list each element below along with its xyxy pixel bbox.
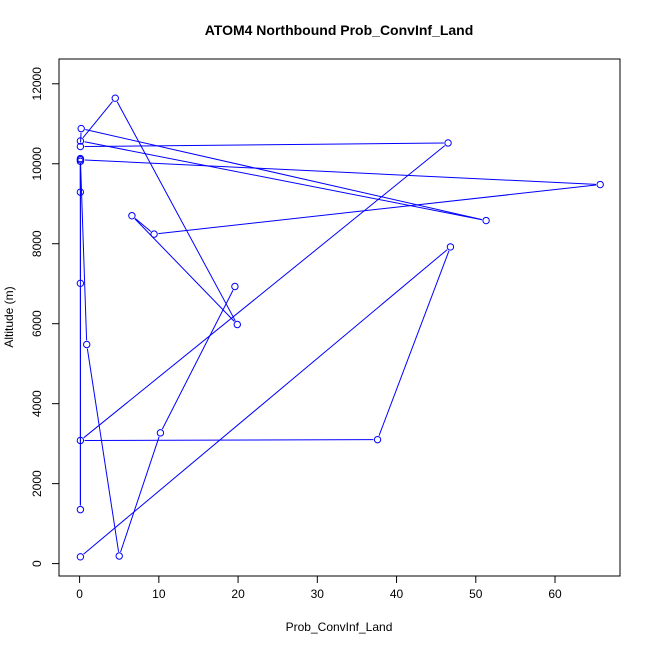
series-segment <box>134 218 152 232</box>
series-segment <box>84 141 483 221</box>
data-point <box>76 142 85 151</box>
x-tick-label: 10 <box>152 587 166 601</box>
series-segment <box>378 250 450 436</box>
data-point <box>150 230 158 238</box>
y-axis-label: Altitude (m) <box>2 286 16 347</box>
x-axis-label: Prob_ConvInf_Land <box>286 620 393 634</box>
data-point <box>373 435 382 444</box>
data-point <box>76 188 85 196</box>
series-segment <box>84 439 374 441</box>
data-point <box>76 436 85 445</box>
series-segment <box>80 162 88 341</box>
y-tick-label: 10000 <box>30 147 44 181</box>
data-point <box>115 552 123 560</box>
data-point <box>77 124 85 133</box>
data-point <box>76 553 85 561</box>
series-segment <box>120 436 160 553</box>
series-segment <box>116 101 236 322</box>
y-tick-label: 8000 <box>30 230 44 257</box>
data-point <box>76 279 85 288</box>
series-segment <box>86 348 120 552</box>
data-point <box>128 212 136 220</box>
y-tick-label: 12000 <box>30 67 44 101</box>
data-point <box>233 320 241 329</box>
data-point <box>111 94 119 102</box>
y-tick-label: 0 <box>30 560 44 567</box>
x-tick-label: 0 <box>76 587 83 601</box>
data-point <box>76 157 85 166</box>
series-segment <box>158 184 597 235</box>
series-segment <box>83 145 446 439</box>
chart-title: ATOM4 Northbound Prob_ConvInf_Land <box>205 22 474 38</box>
data-point <box>76 137 85 145</box>
series-segment <box>84 159 597 185</box>
x-tick-label: 40 <box>390 587 404 601</box>
y-tick-label: 2000 <box>30 470 44 497</box>
data-point <box>83 340 91 349</box>
series-segment <box>83 249 448 555</box>
y-tick-label: 6000 <box>30 310 44 337</box>
y-axis: 0 2000 4000 6000 8000 10000 12000 <box>30 67 60 567</box>
x-tick-label: 30 <box>311 587 325 601</box>
x-tick-label: 50 <box>469 587 483 601</box>
x-tick-label: 60 <box>548 587 562 601</box>
data-point <box>482 216 490 225</box>
data-point <box>446 243 455 251</box>
data-series <box>76 94 604 561</box>
x-tick-label: 20 <box>231 587 245 601</box>
series-segment <box>161 290 234 430</box>
y-tick-label: 4000 <box>30 390 44 417</box>
data-point <box>596 180 604 189</box>
series-segment <box>82 101 113 139</box>
data-point <box>444 139 452 147</box>
data-point <box>156 429 165 437</box>
series-segment <box>84 142 444 148</box>
data-point <box>76 505 85 514</box>
x-axis: 0 10 20 30 40 50 60 <box>76 575 562 601</box>
data-point <box>231 282 239 291</box>
data-point <box>76 154 85 163</box>
